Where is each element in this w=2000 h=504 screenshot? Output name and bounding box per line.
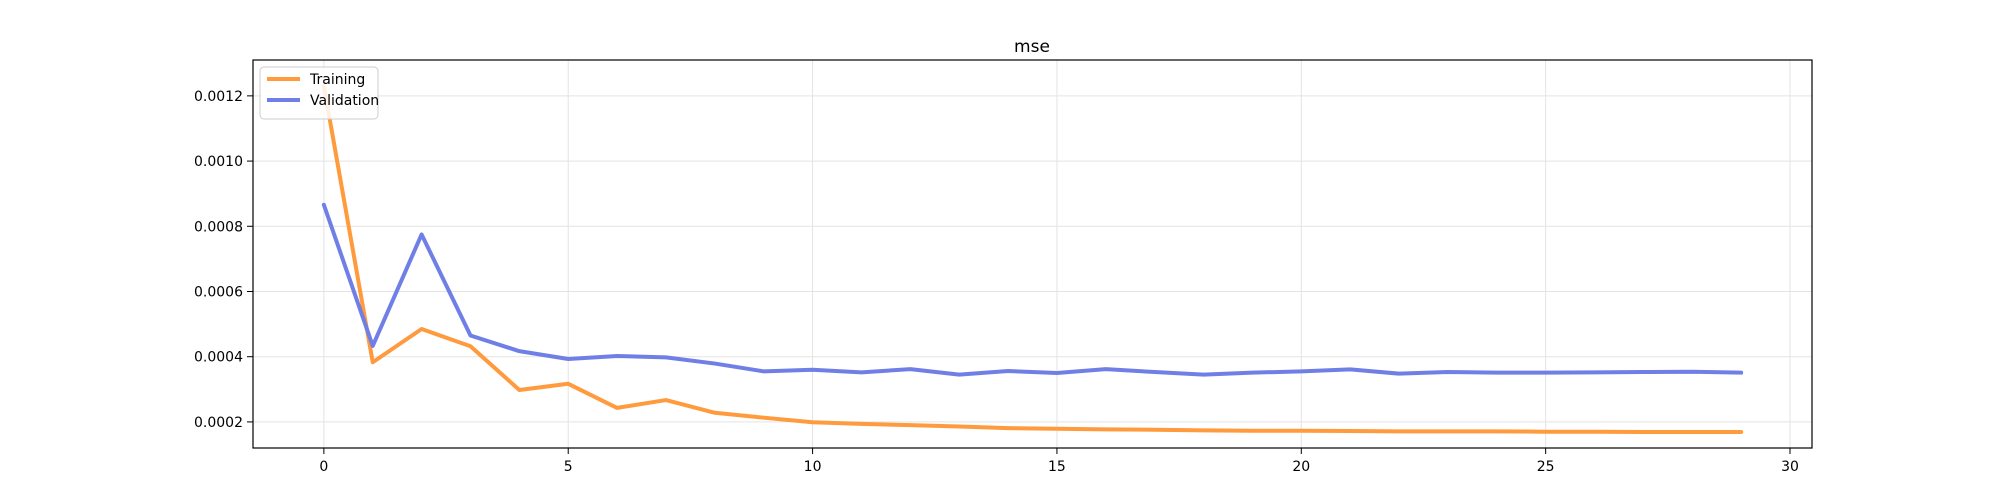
series-line-training	[321, 84, 1744, 435]
y-tick-label: 0.0002	[194, 415, 243, 431]
y-tick-label: 0.0010	[194, 154, 243, 170]
x-tick-label: 15	[1048, 459, 1066, 475]
x-tick-label: 20	[1292, 459, 1310, 475]
x-tick-label: 25	[1537, 459, 1555, 475]
y-tick-label: 0.0006	[194, 284, 243, 300]
y-tick-label: 0.0004	[194, 350, 243, 366]
legend-label-training: Training	[309, 72, 365, 88]
axes: 0 5 10 15 20 25 30 0.0002 0.0004 0.0006 0.0008 0.00…	[194, 89, 1799, 475]
series-lines	[321, 84, 1744, 435]
x-tick-label: 0	[319, 459, 328, 475]
y-tick-label: 0.0012	[194, 89, 243, 105]
x-tick-label: 5	[564, 459, 573, 475]
series-line-validation	[321, 202, 1744, 377]
grid	[253, 60, 1812, 448]
legend-label-validation: Validation	[310, 93, 379, 109]
plot-frame	[252, 59, 1813, 449]
x-tick-label: 30	[1781, 459, 1799, 475]
y-tick-label: 0.0008	[194, 219, 243, 235]
x-tick-label: 10	[804, 459, 822, 475]
legend: Training Validation	[259, 66, 379, 120]
chart-title: mse	[1014, 37, 1050, 57]
